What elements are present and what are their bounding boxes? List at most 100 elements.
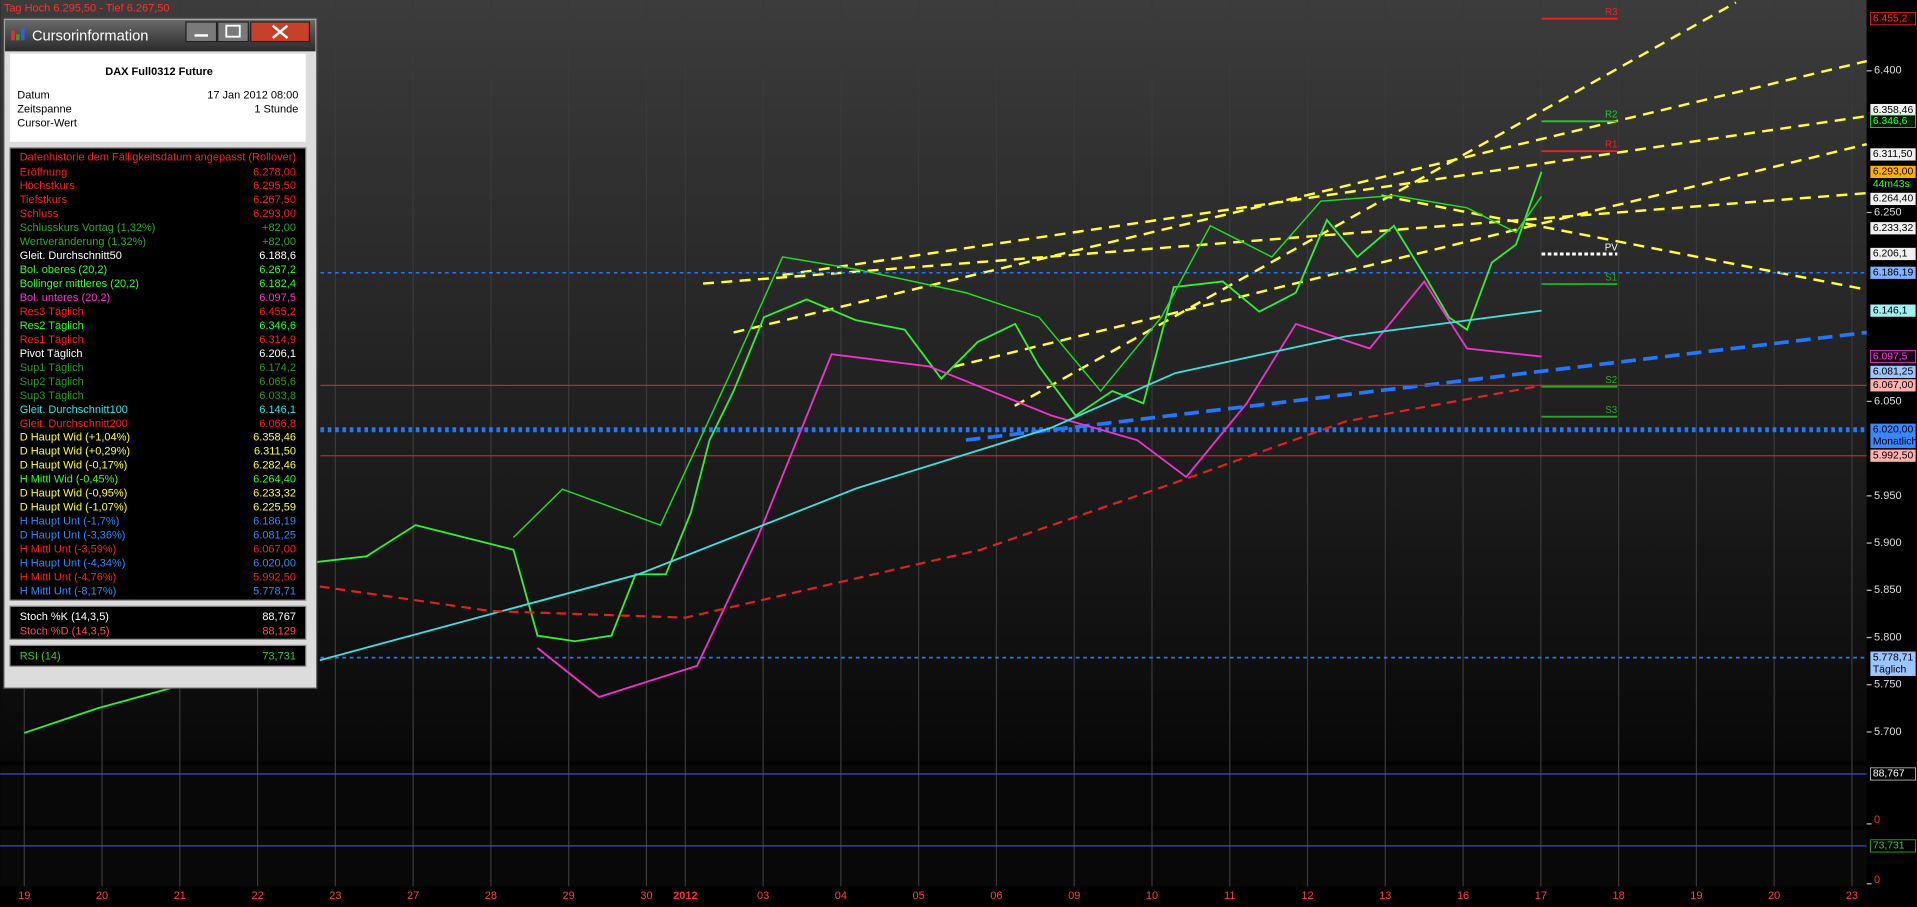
x-tick-label: 05 — [913, 890, 925, 902]
price-label-box — [1870, 651, 1916, 676]
row-label: Pivot Täglich — [20, 348, 83, 360]
price-label-box — [1870, 12, 1916, 26]
price-label-box — [1870, 103, 1916, 117]
info-area — [9, 53, 306, 142]
pivot-label: PV — [1605, 242, 1619, 253]
x-tick-label: 17 — [1535, 890, 1547, 902]
row-label: H Mittl Unt (-3,59%) — [20, 543, 117, 555]
row-label: Sup2 Täglich — [20, 376, 84, 388]
price-label-box — [1870, 192, 1916, 206]
price-label-box — [1870, 165, 1916, 179]
row-label: H Haupt Unt (-4,34%) — [20, 557, 126, 569]
price-label-box — [1870, 423, 1916, 449]
x-tick-label: 13 — [1379, 890, 1391, 902]
price-label: 6.020,00 — [1873, 424, 1914, 435]
row-value: 6.081,25 — [253, 530, 296, 542]
row-value: 6.188,6 — [259, 250, 296, 262]
row-label: Bol. unteres (20,2) — [20, 292, 111, 304]
row-value: 6.233,32 — [253, 488, 296, 500]
row-label: D Haupt Wid (+1,04%) — [20, 432, 130, 444]
row-label: H Mittl Wid (-0,45%) — [20, 474, 118, 486]
row-value: 6.186,19 — [253, 516, 296, 528]
row-value: 5.992,50 — [253, 571, 296, 583]
x-tick-label: 18 — [1613, 890, 1625, 902]
meta-value: 17 Jan 2012 08:00 — [207, 89, 298, 101]
row-value: 6.293,00 — [253, 208, 296, 220]
row-label: Gleit. Durchschnitt200 — [20, 418, 128, 430]
support-trend-line — [965, 330, 1867, 442]
row-value: 6.146,1 — [259, 404, 296, 416]
row-value: 6.033,8 — [259, 390, 296, 402]
stoch-label: Stoch %D (14,3,5) — [20, 625, 110, 637]
price-label: 6.346,6 — [1873, 116, 1908, 127]
series-line — [23, 171, 1543, 734]
pivot-label: R3 — [1605, 7, 1617, 18]
y-tick-label: 5.900 — [1874, 537, 1902, 549]
x-tick-label: 30 — [640, 890, 652, 902]
x-tick-label: 29 — [563, 890, 575, 902]
row-value: 6.067,00 — [253, 543, 296, 555]
trend-line — [1014, 1, 1737, 407]
row-value: 6.314,9 — [259, 334, 296, 346]
plot: R3 R2 R1 PV S1 S2 S3 — [23, 7, 1867, 734]
row-label: Wertveränderung (1,32%) — [20, 236, 146, 248]
value-box — [1870, 839, 1916, 853]
meta-label: Datum — [17, 89, 49, 101]
values-header: Datenhistorie dem Fälligkeitsdatum angep… — [20, 152, 296, 164]
stoch-label: Stoch %K (14,3,5) — [20, 611, 109, 623]
pivot-label: R1 — [1605, 140, 1617, 151]
icon — [11, 30, 15, 41]
row-label: Sup1 Täglich — [20, 362, 84, 374]
row-value: 6.182,4 — [259, 278, 296, 290]
row-label: Res2 Täglich — [20, 320, 84, 332]
row-value: 6.174,2 — [259, 362, 296, 374]
trend-line — [702, 191, 1867, 285]
x-tick-label: 23 — [1846, 890, 1858, 902]
row-label: Bollinger mittleres (20,2) — [20, 278, 139, 290]
stoch-value: 88,767 — [262, 611, 296, 623]
price-label-box — [1870, 114, 1916, 128]
row-value: 6.097,5 — [259, 292, 296, 304]
window-title: Cursorinformation — [32, 29, 148, 45]
stoch-pane — [0, 765, 1867, 827]
x-tick-label: 19 — [18, 890, 30, 902]
row-label: D Haupt Wid (-0,17%) — [20, 460, 128, 472]
stoch-box — [9, 605, 307, 640]
row-label: Tiefstkurs — [20, 194, 68, 206]
x-tick-label: 21 — [174, 890, 186, 902]
row-value: 6.282,46 — [253, 460, 296, 472]
price-label: 6.293,00 — [1873, 167, 1914, 178]
x-tick-label: 20 — [96, 890, 108, 902]
x-tick-label: 09 — [1068, 890, 1080, 902]
x-tick-label: 03 — [757, 890, 769, 902]
row-value: 6.264,40 — [253, 474, 296, 486]
instrument: DAX Full0312 Future — [105, 66, 213, 78]
row-value: 6.278,00 — [253, 166, 296, 178]
y-tick-label: 6.400 — [1874, 65, 1902, 77]
row-value: 6.358,46 — [253, 432, 296, 444]
row-value: 6.065,6 — [259, 376, 296, 388]
icon — [16, 34, 20, 41]
x-tick-label: 04 — [835, 890, 847, 902]
countdown: 44m43s — [1873, 179, 1910, 190]
minimize-button[interactable] — [185, 21, 218, 43]
meta-label: Zeitspanne — [17, 103, 71, 115]
series-line — [536, 279, 1542, 699]
top-info: Tag Hoch 6.295,50 - Tief 6.267,50 — [4, 2, 170, 14]
row-value: 6.225,59 — [253, 502, 296, 514]
price-label-box — [1870, 350, 1916, 364]
x-tick-label: 27 — [407, 890, 419, 902]
y-tick-label: 6.050 — [1874, 395, 1902, 407]
values-box — [9, 147, 307, 601]
pivot-label: S2 — [1605, 375, 1617, 386]
row-value: 6.066,8 — [259, 418, 296, 430]
price-label-box — [1870, 266, 1916, 279]
row-value: 6.267,2 — [259, 264, 296, 276]
price-label-note: Täglich — [1873, 665, 1907, 676]
x-tick-label: 11 — [1224, 890, 1235, 902]
trend-line — [1381, 194, 1867, 291]
row-value: 5.778,71 — [253, 585, 296, 597]
y-tick-label: 5.800 — [1874, 631, 1902, 643]
